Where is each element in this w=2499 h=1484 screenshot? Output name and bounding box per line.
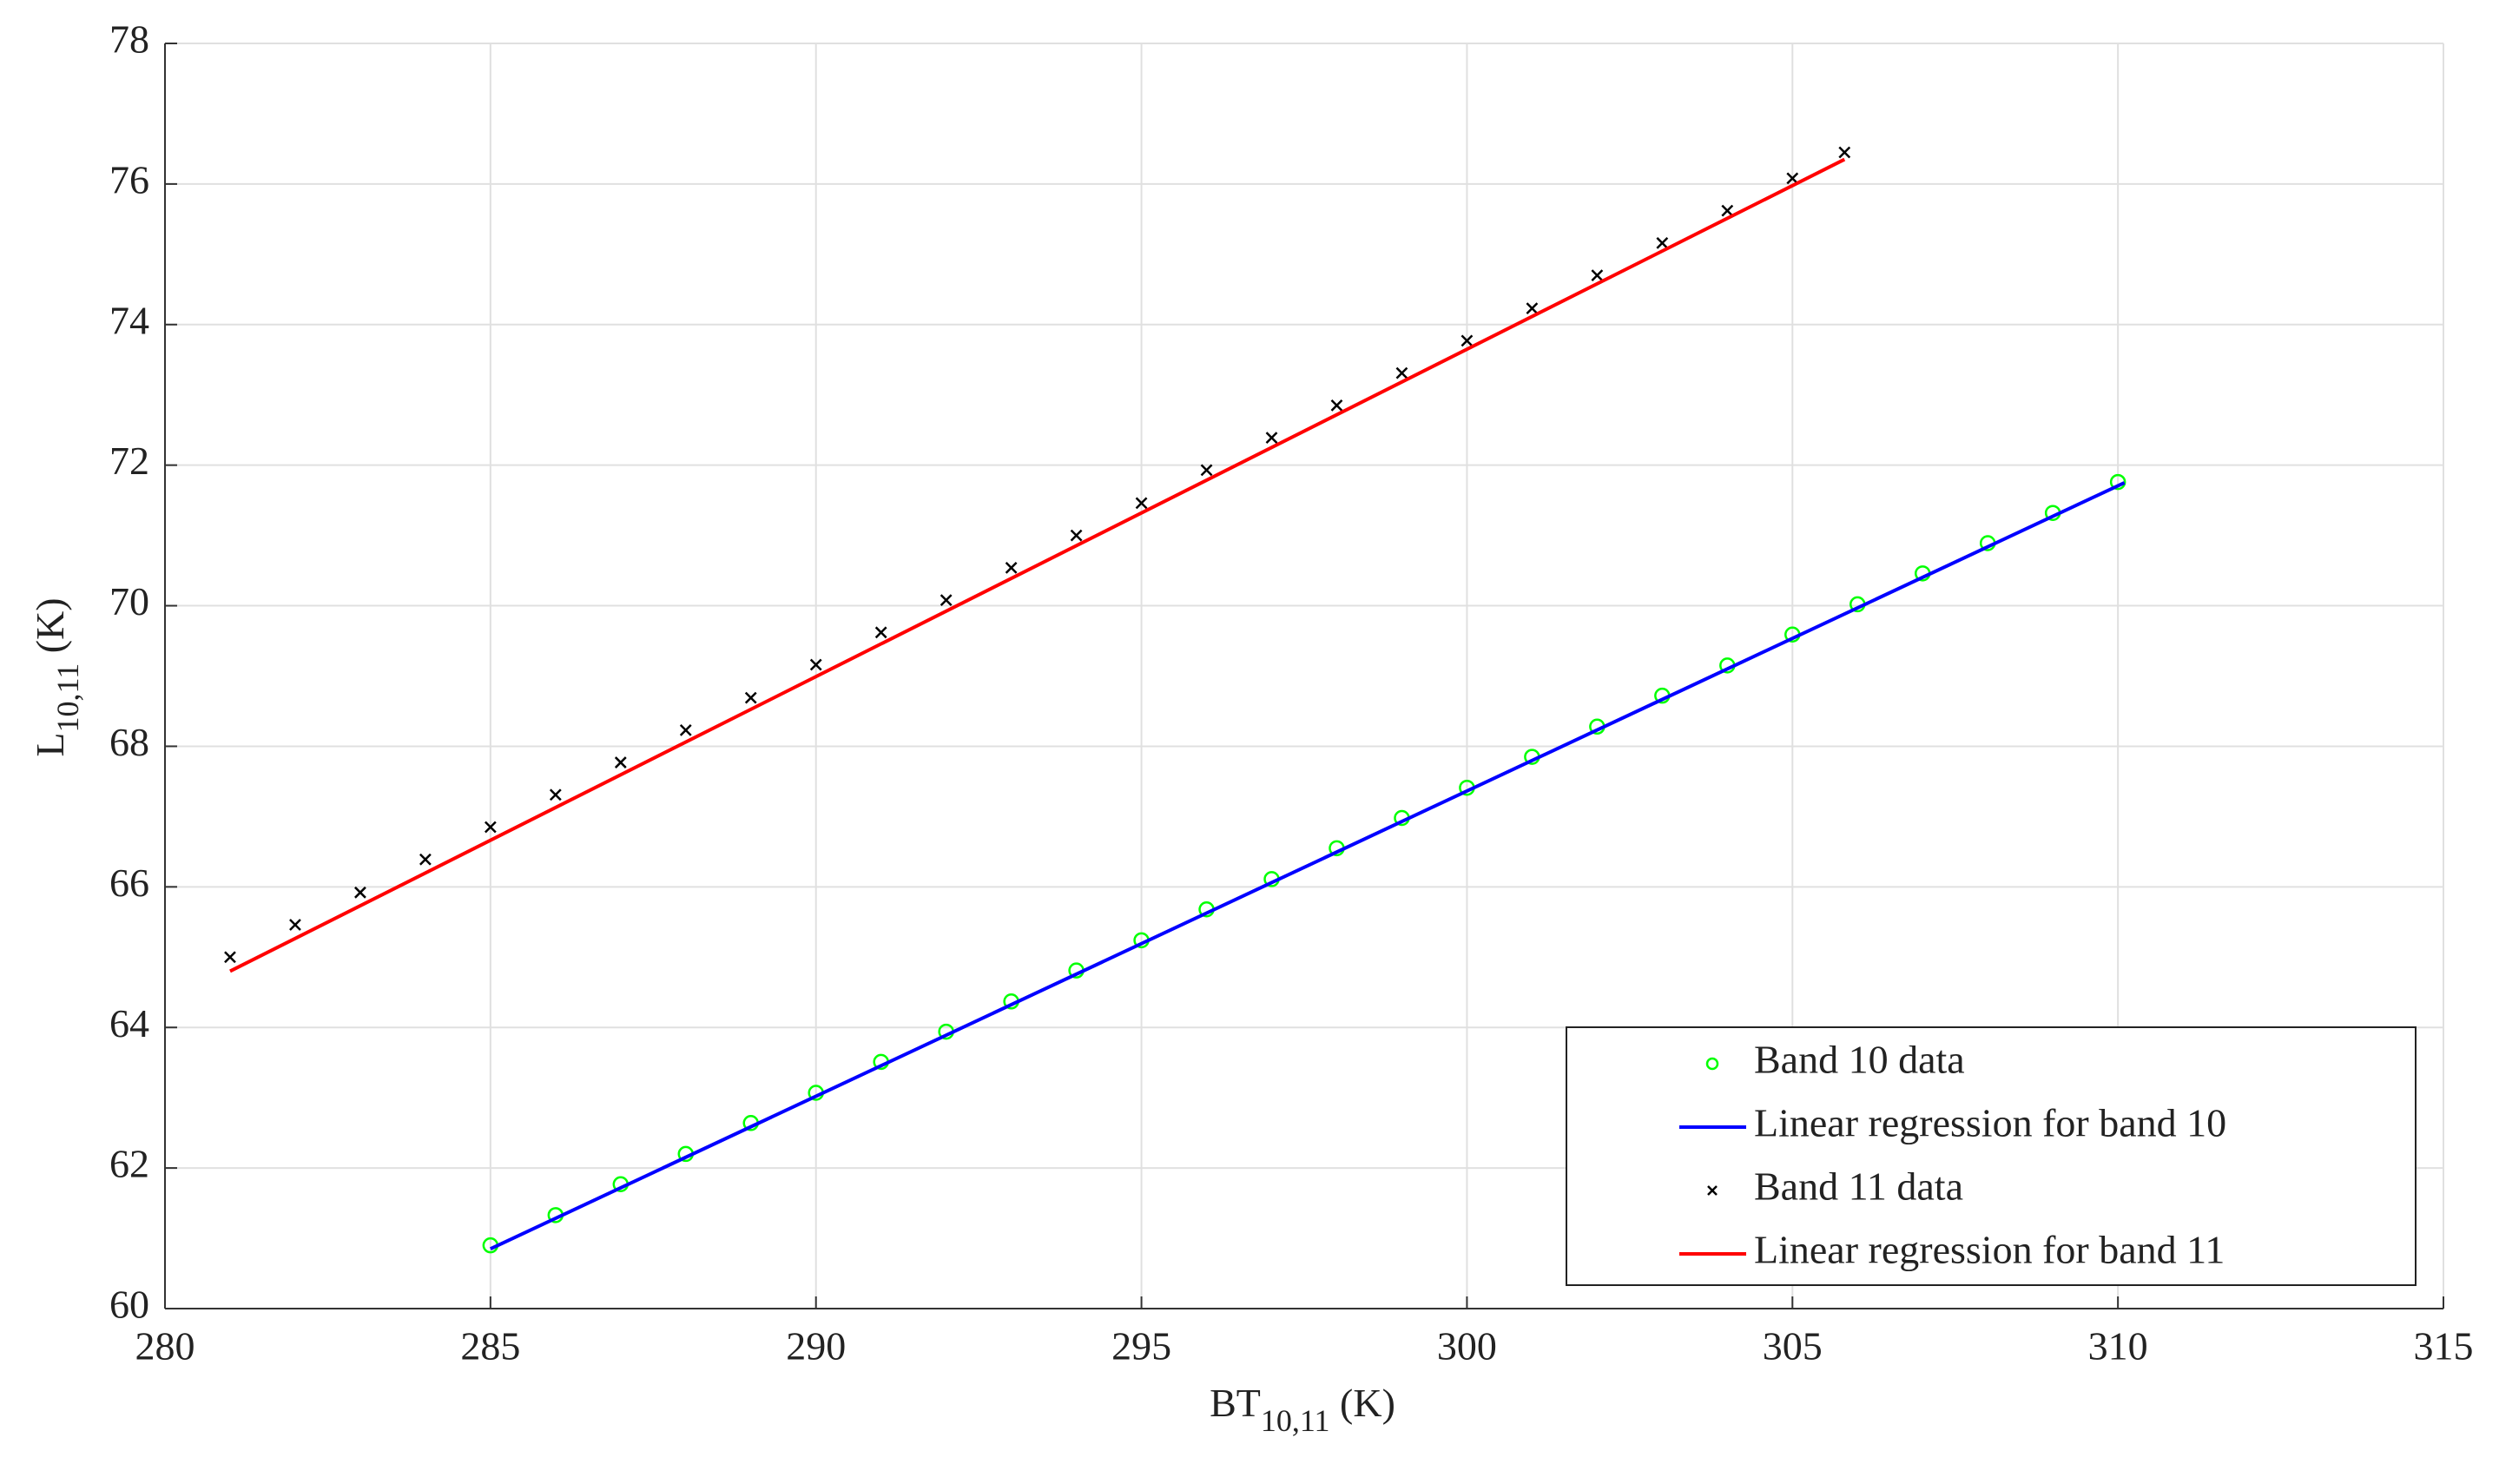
legend-label: Band 10 data: [1754, 1038, 1965, 1082]
data-point: [744, 691, 757, 704]
data-point: [1135, 497, 1148, 510]
data-point: [1591, 269, 1604, 282]
data-point: [419, 853, 432, 866]
data-point: [1656, 236, 1669, 249]
data-point: [2109, 473, 2126, 491]
x-tick-label: 310: [2088, 1324, 2148, 1369]
data-point: [289, 919, 301, 931]
data-point: [1070, 529, 1083, 542]
x-tick-label: 300: [1437, 1324, 1497, 1369]
data-point: [1460, 334, 1474, 347]
data-point: [1526, 302, 1539, 315]
x-axis-label: BT10,11 (K): [1210, 1381, 1395, 1439]
x-tick-label: 295: [1111, 1324, 1171, 1369]
x-tick-label: 305: [1763, 1324, 1823, 1369]
y-tick-label: 76: [109, 157, 149, 201]
data-point: [1265, 432, 1278, 444]
y-tick-label: 72: [109, 439, 149, 483]
data-point: [1330, 399, 1343, 412]
data-point: [224, 951, 236, 964]
data-point: [874, 626, 887, 639]
y-tick-label: 62: [109, 1142, 149, 1186]
y-tick-label: 74: [109, 298, 149, 342]
data-point: [614, 756, 627, 768]
y-axis-label: L10,11 (K): [28, 597, 86, 756]
x-label-rest: (K): [1330, 1381, 1395, 1425]
x-label-main: BT: [1210, 1381, 1261, 1425]
legend-label: Linear regression for band 11: [1754, 1228, 2225, 1272]
y-tick-label: 66: [109, 861, 149, 905]
data-point: [809, 658, 822, 671]
y-label-rest: (K): [28, 597, 72, 663]
data-point: [679, 723, 692, 736]
y-label-sub: 10,11: [50, 663, 85, 733]
legend-label: Linear regression for band 10: [1754, 1101, 2226, 1145]
data-point: [1200, 464, 1213, 477]
y-tick-label: 70: [109, 579, 149, 623]
data-point: [484, 821, 497, 834]
x-label-sub: 10,11: [1261, 1403, 1330, 1438]
regression-line: [229, 157, 1846, 973]
y-tick-label: 68: [109, 720, 149, 764]
data-point: [940, 594, 953, 606]
legend-box: [1566, 1026, 2417, 1286]
data-point: [1786, 172, 1799, 185]
y-tick-label: 60: [109, 1283, 149, 1327]
legend-swatch: [1705, 1057, 1719, 1071]
data-point: [1005, 561, 1018, 574]
data-point: [549, 788, 562, 801]
data-point: [1395, 366, 1408, 379]
regression-line: [490, 481, 2126, 1251]
legend-swatch: [1707, 1185, 1718, 1196]
y-tick-label: 64: [109, 1001, 149, 1045]
data-point: [354, 886, 366, 899]
x-tick-label: 315: [2414, 1324, 2474, 1369]
data-point: [1838, 146, 1851, 159]
y-tick-label: 78: [109, 17, 149, 62]
x-tick-label: 290: [786, 1324, 846, 1369]
y-label-main: L: [28, 732, 72, 756]
x-tick-label: 285: [460, 1324, 520, 1369]
x-tick-label: 280: [135, 1324, 195, 1369]
legend-label: Band 11 data: [1754, 1164, 1963, 1209]
legend: Band 10 data Linear regression for band 1…: [1566, 1026, 2417, 1286]
data-point: [1721, 204, 1734, 217]
